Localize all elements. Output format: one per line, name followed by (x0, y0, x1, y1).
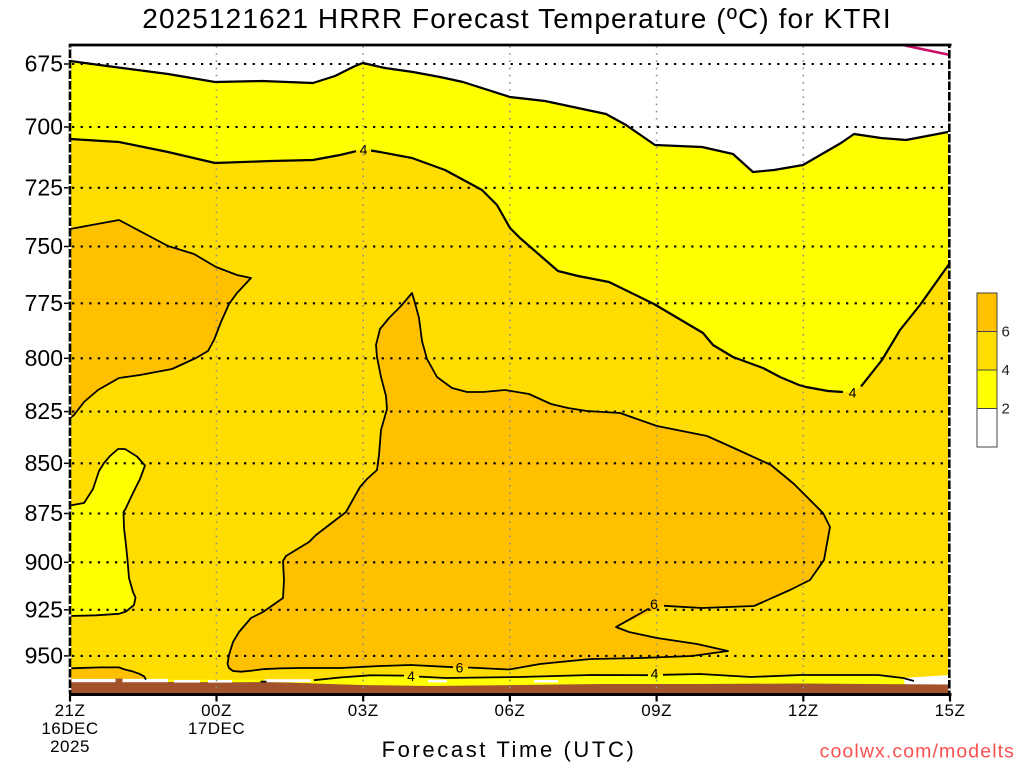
svg-text:6: 6 (456, 660, 464, 676)
svg-text:4: 4 (407, 668, 415, 684)
svg-text:coolwx.com/modelts: coolwx.com/modelts (820, 741, 1015, 763)
svg-text:875: 875 (25, 500, 63, 526)
svg-text:900: 900 (25, 549, 63, 575)
svg-text:750: 750 (25, 233, 63, 259)
svg-text:17DEC: 17DEC (188, 719, 245, 738)
svg-text:06Z: 06Z (495, 701, 526, 720)
svg-text:700: 700 (25, 114, 63, 140)
svg-text:775: 775 (25, 290, 63, 316)
svg-text:09Z: 09Z (641, 701, 672, 720)
svg-text:4: 4 (360, 142, 368, 158)
svg-text:4: 4 (849, 385, 857, 401)
svg-text:21Z: 21Z (55, 701, 86, 720)
svg-text:825: 825 (25, 398, 63, 424)
svg-text:800: 800 (25, 345, 63, 371)
svg-text:2025: 2025 (50, 737, 90, 756)
svg-text:16DEC: 16DEC (41, 719, 98, 738)
svg-text:2025121621 HRRR Forecast Tempe: 2025121621 HRRR Forecast Temperature (ºC… (142, 3, 891, 34)
svg-text:00Z: 00Z (201, 701, 232, 720)
svg-text:Forecast Time (UTC): Forecast Time (UTC) (382, 737, 637, 762)
svg-text:15Z: 15Z (935, 701, 966, 720)
svg-text:950: 950 (25, 642, 63, 668)
svg-text:4: 4 (1002, 362, 1010, 379)
svg-text:675: 675 (25, 51, 63, 77)
svg-text:4: 4 (651, 666, 659, 682)
svg-text:725: 725 (25, 174, 63, 200)
svg-text:6: 6 (650, 596, 658, 612)
svg-text:12Z: 12Z (788, 701, 819, 720)
svg-text:850: 850 (25, 450, 63, 476)
svg-text:6: 6 (1002, 324, 1010, 341)
svg-text:03Z: 03Z (348, 701, 379, 720)
svg-text:925: 925 (25, 596, 63, 622)
svg-text:2: 2 (1002, 401, 1010, 418)
